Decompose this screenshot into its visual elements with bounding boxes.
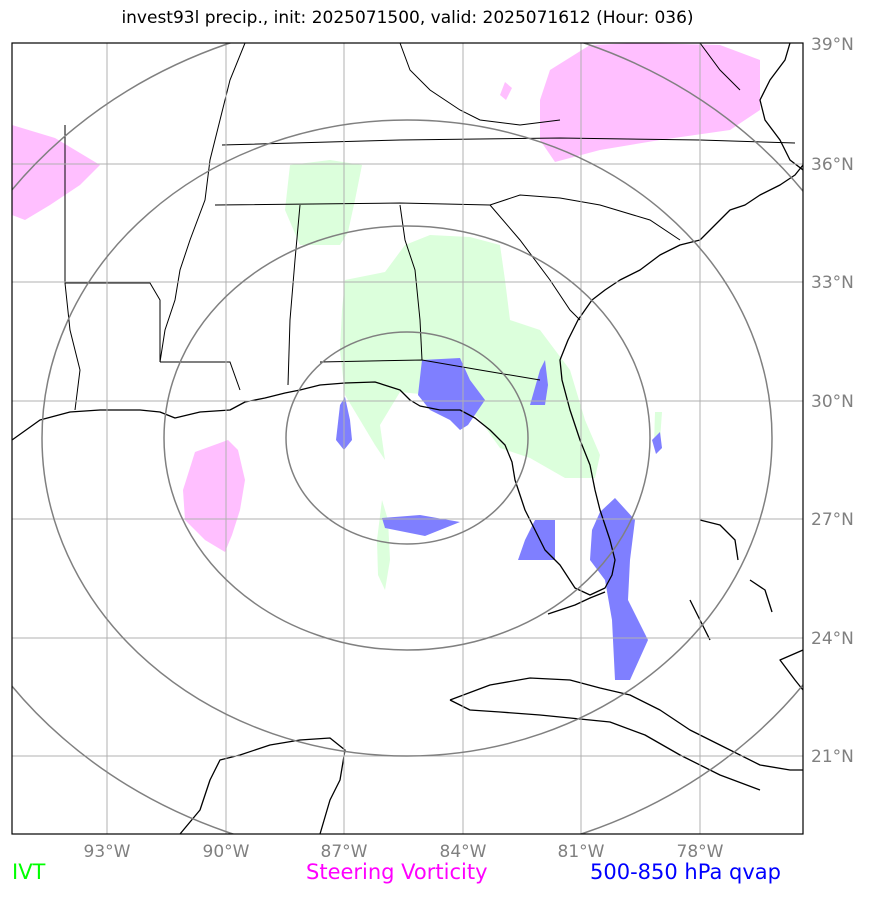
lat-tick-label: 39°N	[811, 35, 854, 55]
florida-keys	[547, 591, 606, 615]
lat-tick-label: 27°N	[811, 510, 854, 530]
river-mississippi	[159, 43, 246, 363]
lon-tick-label: 78°W	[677, 842, 724, 862]
legend-ivt: IVT	[12, 860, 46, 884]
atlantic-coast-north	[759, 43, 803, 171]
lat-tick-labels: 39°N 36°N 33°N 30°N 27°N 24°N 21°N	[811, 35, 854, 767]
vorticity-region-small	[500, 82, 512, 100]
border-al-ms	[287, 204, 301, 386]
lon-tick-labels: 93°W 90°W 87°W 84°W 81°W 78°W	[84, 842, 724, 862]
lon-tick-label: 81°W	[558, 842, 605, 862]
vorticity-region-west	[12, 125, 100, 220]
ring-6deg	[163, 225, 651, 651]
distance-rings	[12, 43, 803, 834]
qvap-region-georgia	[530, 360, 548, 405]
chart-title: invest93l precip., init: 2025071500, val…	[121, 8, 694, 28]
qvap-region-central-gulf	[382, 515, 460, 536]
border-north	[399, 43, 741, 126]
legend-qvap: 500-850 hPa qvap	[590, 860, 781, 884]
legend-steering-vorticity: Steering Vorticity	[306, 860, 488, 884]
qvap-region-atlantic	[652, 432, 662, 454]
graticule	[12, 43, 803, 834]
hispaniola-coastline	[779, 649, 803, 691]
coastlines	[12, 43, 803, 834]
lat-tick-label: 36°N	[811, 155, 854, 175]
border-ms-la	[160, 361, 241, 391]
lon-tick-label: 90°W	[203, 842, 250, 862]
ivt-region-main	[340, 235, 600, 478]
border-nc-sc	[489, 194, 681, 241]
bahamas	[689, 519, 773, 641]
vorticity-region-northeast	[540, 43, 760, 162]
lat-tick-label: 33°N	[811, 273, 854, 293]
lon-tick-label: 87°W	[321, 842, 368, 862]
lat-tick-label: 30°N	[811, 392, 854, 412]
qvap-region-east-florida	[590, 498, 648, 680]
lat-tick-label: 24°N	[811, 629, 854, 649]
border-la-ar	[65, 282, 161, 362]
yucatan-coastline	[179, 737, 346, 834]
ring-9deg	[41, 119, 773, 757]
border-ga-fl	[319, 359, 541, 381]
border-tn-ky	[221, 137, 796, 146]
ivt-region-south	[377, 500, 390, 590]
lon-tick-label: 93°W	[84, 842, 131, 862]
ivt-region-north	[285, 160, 362, 245]
ring-3deg	[285, 331, 529, 545]
border-tx	[64, 125, 81, 411]
gulf-coastline	[12, 164, 803, 596]
border-ga-sc	[489, 204, 581, 321]
lon-tick-label: 84°W	[440, 842, 487, 862]
lat-tick-label: 21°N	[811, 747, 854, 767]
cuba-coastline	[449, 677, 803, 791]
vorticity-region-gulf	[183, 440, 245, 552]
vorticity-regions	[12, 43, 760, 552]
qvap-region-apalachee	[418, 358, 485, 430]
border-south-tn	[214, 202, 491, 206]
map-frame	[11, 42, 804, 835]
